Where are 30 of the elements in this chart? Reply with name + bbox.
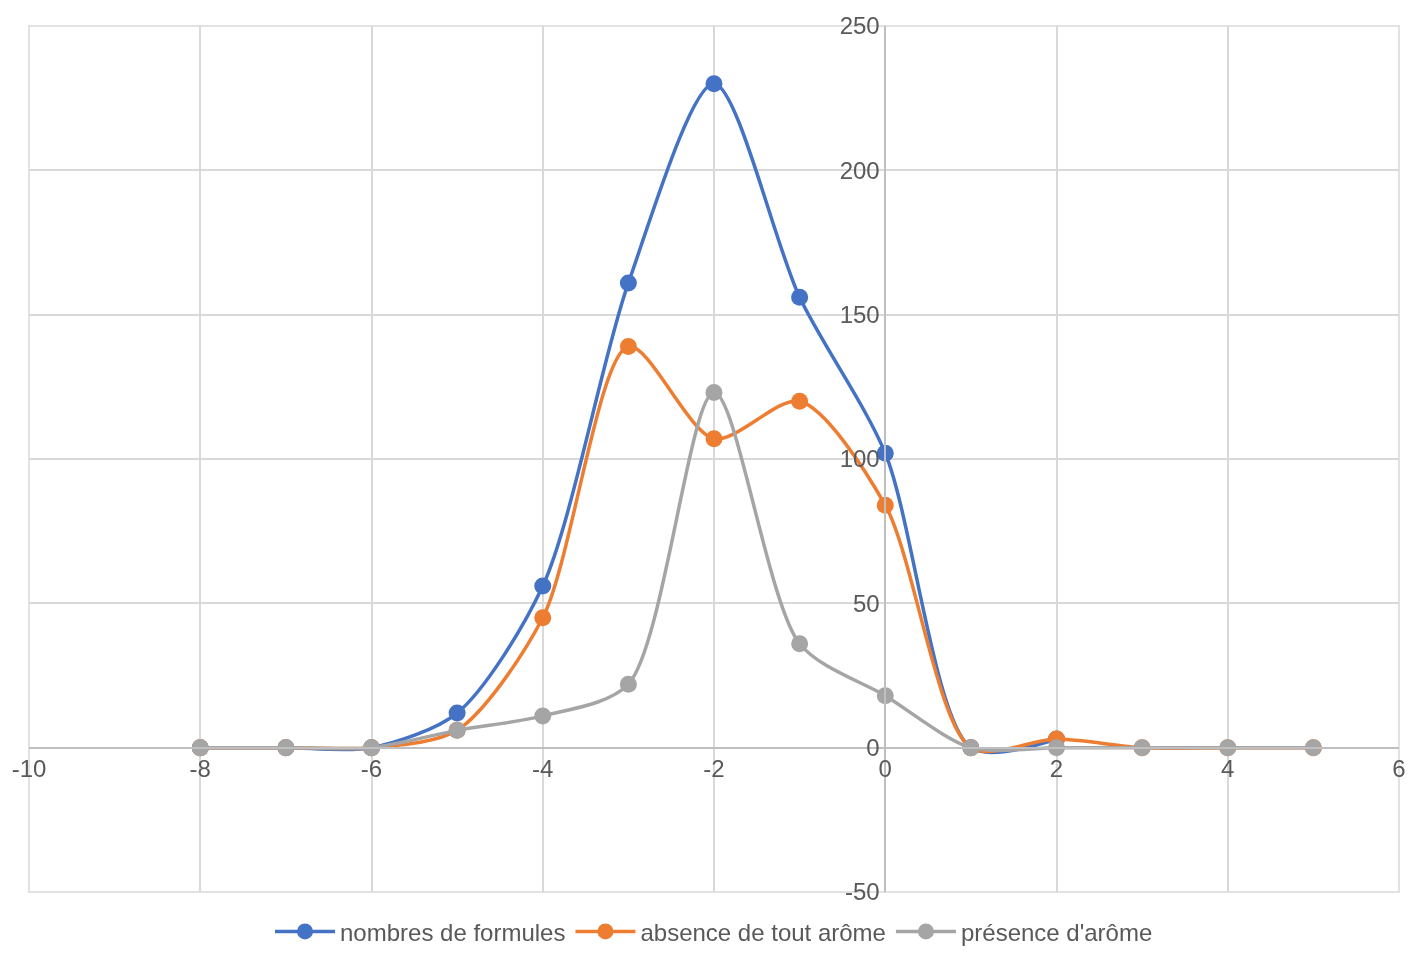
x-tick-label: 6 (1392, 755, 1406, 783)
x-tick-label: -2 (703, 755, 725, 783)
y-tick-label: 200 (839, 156, 880, 184)
point (534, 577, 552, 595)
y-tick-label: 0 (866, 734, 880, 762)
x-tick-label: -10 (11, 755, 47, 783)
point (448, 704, 466, 722)
point (534, 707, 552, 725)
point (619, 675, 637, 693)
x-tick-label: -6 (360, 755, 383, 783)
legend-label: nombres de formules (340, 918, 566, 946)
point (619, 337, 637, 355)
x-tick-label: -4 (532, 755, 554, 783)
legend-label: absence de tout arôme (640, 918, 886, 946)
point (791, 392, 809, 410)
y-tick-label: 50 (853, 589, 880, 617)
point (705, 75, 723, 93)
legend-label: présence d'arôme (960, 918, 1153, 946)
y-tick-label: -50 (845, 878, 880, 906)
point (791, 288, 809, 306)
point (791, 635, 809, 653)
y-tick-label: 250 (839, 12, 880, 40)
point (619, 274, 637, 292)
x-tick-label: 4 (1221, 755, 1235, 783)
point (705, 430, 723, 448)
x-tick-label: 2 (1049, 755, 1064, 783)
x-tick-label: -8 (189, 755, 211, 783)
point (534, 609, 552, 627)
y-tick-label: 150 (839, 301, 880, 329)
point (705, 384, 723, 402)
